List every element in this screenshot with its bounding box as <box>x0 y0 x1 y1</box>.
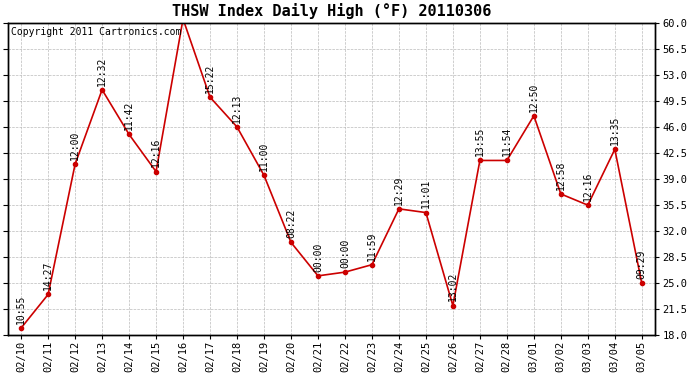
Text: 08:22: 08:22 <box>286 209 296 238</box>
Text: 11:01: 11:01 <box>421 179 431 209</box>
Text: Copyright 2011 Cartronics.com: Copyright 2011 Cartronics.com <box>11 27 181 38</box>
Text: 10:55: 10:55 <box>16 294 26 324</box>
Text: 12:16: 12:16 <box>583 172 593 201</box>
Text: 13:35: 13:35 <box>610 116 620 145</box>
Text: 14:27: 14:27 <box>43 261 53 290</box>
Text: 12:32: 12:32 <box>97 56 107 86</box>
Text: 12:16: 12:16 <box>151 138 161 168</box>
Text: 00:00: 00:00 <box>313 242 323 272</box>
Text: 13:02: 13:02 <box>448 272 458 302</box>
Text: 12:58: 12:58 <box>556 160 566 190</box>
Text: 12:00: 12:00 <box>70 130 80 160</box>
Text: 13:55: 13:55 <box>475 127 485 156</box>
Text: 00:00: 00:00 <box>340 238 350 268</box>
Text: 11:59: 11:59 <box>367 231 377 261</box>
Text: 12:13: 12:13 <box>232 93 242 123</box>
Text: 11:00: 11:00 <box>259 142 269 171</box>
Text: 12:50: 12:50 <box>529 82 539 112</box>
Text: 12:29: 12:29 <box>394 175 404 205</box>
Text: 15:22: 15:22 <box>205 64 215 93</box>
Text: 11:42: 11:42 <box>124 101 134 130</box>
Title: THSW Index Daily High (°F) 20110306: THSW Index Daily High (°F) 20110306 <box>172 3 491 19</box>
Text: 09:29: 09:29 <box>637 250 647 279</box>
Text: 11:11: 11:11 <box>0 374 1 375</box>
Text: 11:54: 11:54 <box>502 127 512 156</box>
